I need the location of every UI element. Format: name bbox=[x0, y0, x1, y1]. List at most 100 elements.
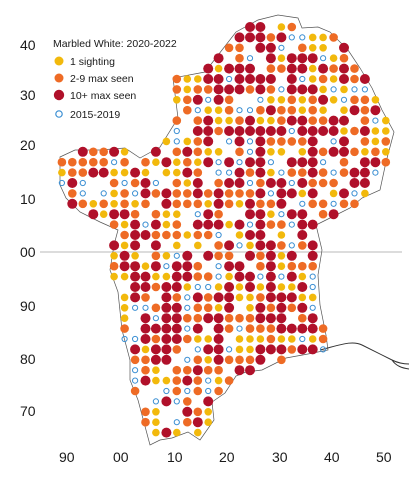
record-2-9-max bbox=[109, 261, 119, 271]
record-10-plus-max bbox=[213, 344, 224, 355]
record-2-9-max bbox=[203, 85, 213, 94]
record-10-plus-max bbox=[203, 250, 214, 261]
record-2-9-max bbox=[183, 199, 192, 209]
record-1-sighting bbox=[194, 158, 202, 166]
record-2-9-max bbox=[235, 53, 244, 63]
record-2-9-max bbox=[245, 355, 255, 365]
record-1-sighting bbox=[183, 231, 192, 239]
record-10-plus-max bbox=[234, 261, 245, 272]
record-10-plus-max bbox=[255, 157, 266, 168]
record-1-sighting bbox=[204, 106, 212, 114]
record-10-plus-max bbox=[161, 323, 172, 334]
record-2-9-max bbox=[151, 189, 161, 198]
record-2015-2019 bbox=[246, 221, 254, 228]
record-1-sighting bbox=[371, 127, 380, 135]
record-1-sighting bbox=[162, 220, 171, 229]
record-10-plus-max bbox=[307, 126, 318, 136]
record-10-plus-max bbox=[245, 271, 255, 282]
record-2015-2019 bbox=[173, 138, 180, 145]
record-1-sighting bbox=[120, 314, 129, 323]
record-2-9-max bbox=[360, 95, 370, 105]
record-2-9-max bbox=[287, 95, 297, 105]
record-2015-2019 bbox=[351, 190, 358, 197]
record-1-sighting bbox=[141, 345, 150, 354]
record-2015-2019 bbox=[278, 44, 285, 51]
record-2-9-max bbox=[360, 137, 370, 146]
record-1-sighting bbox=[183, 137, 192, 146]
record-2-9-max bbox=[266, 199, 276, 209]
record-10-plus-max bbox=[150, 146, 161, 157]
record-10-plus-max bbox=[297, 344, 308, 355]
record-2-9-max bbox=[162, 230, 171, 240]
record-10-plus-max bbox=[234, 178, 245, 188]
record-1-sighting bbox=[152, 158, 160, 166]
record-2-9-max bbox=[235, 355, 244, 365]
record-10-plus-max bbox=[130, 261, 141, 272]
record-2015-2019 bbox=[132, 335, 139, 343]
record-2-9-max bbox=[350, 199, 359, 209]
record-2-9-max bbox=[381, 157, 391, 167]
record-1-sighting bbox=[277, 23, 286, 31]
record-2015-2019 bbox=[246, 179, 254, 187]
record-10-plus-max bbox=[265, 74, 276, 84]
record-1-sighting bbox=[110, 252, 118, 260]
record-1-sighting bbox=[58, 168, 66, 177]
record-1-sighting bbox=[162, 168, 171, 177]
record-1-sighting bbox=[277, 335, 286, 343]
record-10-plus-max bbox=[359, 167, 370, 178]
record-2-9-max bbox=[350, 95, 359, 105]
record-2-9-max bbox=[318, 178, 328, 188]
record-2-9-max bbox=[172, 116, 182, 125]
record-2-9-max bbox=[214, 386, 223, 396]
record-2-9-max bbox=[183, 157, 192, 167]
record-2015-2019 bbox=[226, 138, 233, 145]
record-1-sighting bbox=[152, 408, 160, 416]
record-2015-2019 bbox=[330, 86, 337, 93]
record-10-plus-max bbox=[265, 42, 276, 53]
record-2-9-max bbox=[224, 189, 234, 198]
y-tick-90: 90 bbox=[20, 298, 36, 314]
record-2-9-max bbox=[266, 334, 276, 344]
record-10-plus-max bbox=[161, 188, 172, 199]
record-10-plus-max bbox=[203, 136, 214, 147]
y-tick-30: 30 bbox=[20, 87, 36, 103]
record-10-plus-max bbox=[318, 126, 329, 136]
record-1-sighting bbox=[235, 335, 244, 343]
record-10-plus-max bbox=[192, 292, 203, 303]
record-2015-2019 bbox=[132, 377, 139, 384]
record-10-plus-max bbox=[339, 115, 349, 126]
record-2015-2019 bbox=[173, 252, 180, 259]
record-2-9-max bbox=[318, 209, 328, 219]
record-1-sighting bbox=[204, 418, 212, 427]
record-2-9-max bbox=[141, 157, 150, 167]
record-10-plus-max bbox=[161, 427, 172, 438]
record-10-plus-max bbox=[234, 271, 245, 282]
record-2-9-max bbox=[277, 64, 286, 73]
record-2015-2019 bbox=[152, 398, 159, 405]
record-2-9-max bbox=[78, 199, 88, 209]
record-2-9-max bbox=[266, 85, 276, 94]
record-10-plus-max bbox=[130, 344, 141, 355]
record-10-plus-max bbox=[328, 115, 339, 126]
record-2-9-max bbox=[193, 147, 203, 157]
record-2-9-max bbox=[256, 178, 265, 188]
record-2015-2019 bbox=[173, 419, 180, 426]
record-10-plus-max bbox=[213, 354, 224, 365]
record-1-sighting bbox=[162, 252, 171, 260]
record-2-9-max bbox=[130, 355, 140, 365]
record-2015-2019 bbox=[173, 127, 180, 135]
record-1-sighting bbox=[89, 200, 98, 208]
record-2-9-max bbox=[151, 303, 161, 313]
record-2015-2019 bbox=[309, 304, 316, 311]
record-10-plus-max bbox=[276, 292, 287, 303]
record-2015-2019 bbox=[278, 169, 285, 176]
record-2-9-max bbox=[151, 230, 161, 240]
record-2-9-max bbox=[109, 178, 119, 188]
record-2015-2019 bbox=[246, 107, 254, 114]
record-1-sighting bbox=[340, 127, 348, 135]
record-10-plus-max bbox=[203, 74, 214, 84]
y-tick-00: 00 bbox=[20, 244, 36, 260]
record-2-9-max bbox=[298, 137, 307, 146]
record-2-9-max bbox=[193, 199, 203, 209]
record-10-plus-max bbox=[213, 188, 224, 199]
